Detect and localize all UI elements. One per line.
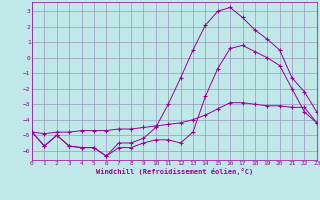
X-axis label: Windchill (Refroidissement éolien,°C): Windchill (Refroidissement éolien,°C): [96, 168, 253, 175]
